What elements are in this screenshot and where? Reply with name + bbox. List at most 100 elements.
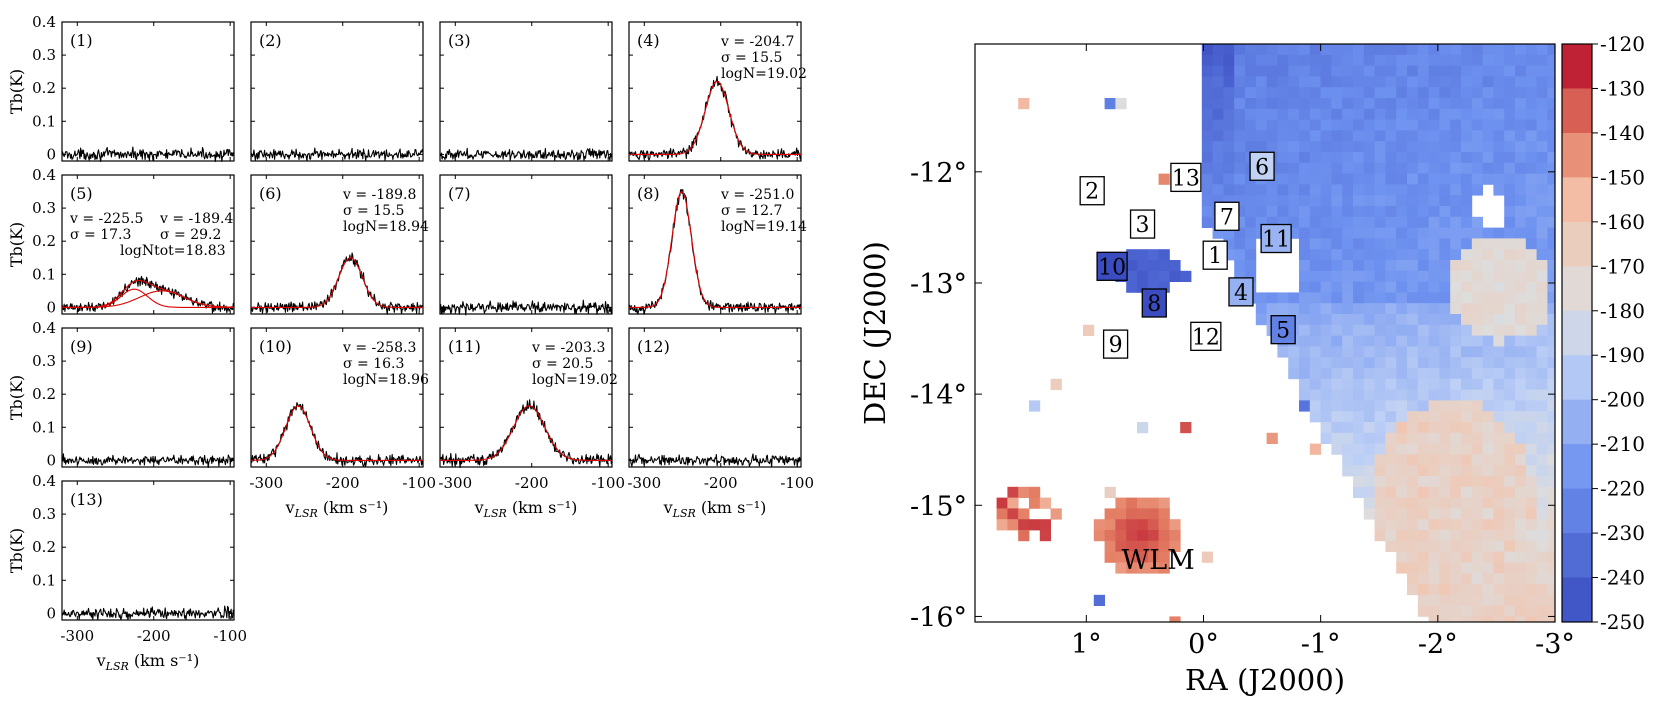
velocity-map: 1° 0° -1° -2° -3°-12°-13°-14°-15°-16° 123456… [858, 43, 1575, 697]
map-pixel [1504, 162, 1516, 174]
map-pixel [1525, 206, 1537, 218]
map-pixel [1255, 184, 1267, 196]
map-pixel [1288, 292, 1300, 304]
map-pixel [1428, 87, 1440, 99]
map-pixel [1515, 551, 1527, 563]
map-pixel [1461, 508, 1473, 520]
map-pixel [1450, 292, 1462, 304]
map-pixel [1320, 292, 1332, 304]
map-pixel [1515, 216, 1527, 228]
map-pixel [1147, 562, 1159, 574]
map-pixel [1536, 530, 1548, 542]
map-pixel [1450, 486, 1462, 498]
map-pixel [1331, 44, 1343, 56]
map-pixel [1417, 281, 1429, 293]
map-pixel [1493, 65, 1505, 77]
map-pixel [1493, 562, 1505, 574]
y-tick-label: -16° [910, 602, 967, 633]
map-pixel [1407, 130, 1419, 142]
x-tick-label: -300 [438, 474, 472, 492]
map-pixel [1309, 292, 1321, 304]
map-pixel [1299, 292, 1311, 304]
map-pixel [1482, 411, 1494, 423]
map-pixel [1309, 335, 1321, 347]
map-pixel [1374, 335, 1386, 347]
map-pixel [1450, 562, 1462, 574]
map-pixel [1353, 65, 1365, 77]
map-pixel [1396, 270, 1408, 282]
map-pixel [1407, 98, 1419, 110]
map-pixel [1396, 497, 1408, 509]
map-pixel [1093, 530, 1105, 542]
map-pixel [1439, 184, 1451, 196]
map-pixel [1482, 594, 1494, 606]
colorbar-tick-label: -190 [1600, 343, 1645, 367]
map-pixel [1288, 130, 1300, 142]
map-pixel [1374, 227, 1386, 239]
map-pixel [1374, 368, 1386, 380]
map-pixel [1504, 98, 1516, 110]
map-pixel [1471, 551, 1483, 563]
map-pixel [1439, 594, 1451, 606]
map-pixel [1525, 616, 1537, 622]
map-pixel [1493, 378, 1505, 390]
map-pixel [1266, 141, 1278, 153]
fit-annotation: v = -258.3 [342, 340, 416, 356]
map-pixel [1461, 184, 1473, 196]
map-pixel [1428, 281, 1440, 293]
map-pixel [1396, 476, 1408, 488]
map-pixel [1363, 227, 1375, 239]
map-pixel [1342, 44, 1354, 56]
map-pixel [1417, 519, 1429, 531]
map-pixel [1504, 540, 1516, 552]
map-pixel [1428, 486, 1440, 498]
map-pixel [1309, 227, 1321, 239]
map-pixel [1288, 65, 1300, 77]
map-pixel [1374, 195, 1386, 207]
map-pixel [1396, 216, 1408, 228]
map-pixel [1417, 324, 1429, 336]
map-pixel [1482, 141, 1494, 153]
map-pixel [1536, 432, 1548, 444]
map-pixel [1288, 98, 1300, 110]
map-pixel [1504, 443, 1516, 455]
map-pixel [1385, 519, 1397, 531]
region-box [1249, 151, 1275, 181]
map-pixel [1331, 292, 1343, 304]
map-pixel [1407, 281, 1419, 293]
map-pixel [1234, 130, 1246, 142]
map-pixel [1547, 195, 1555, 207]
map-pixel [1515, 303, 1527, 315]
map-pixel [1504, 281, 1516, 293]
region-box-label: 6 [1255, 155, 1269, 180]
map-pixel [1515, 76, 1527, 88]
map-pixel [1255, 206, 1267, 218]
map-pixel [1536, 216, 1548, 228]
map-pixel [1234, 65, 1246, 77]
map-pixel [1515, 605, 1527, 617]
map-pixel [1547, 324, 1555, 336]
map-pixel [1353, 378, 1365, 390]
map-pixel [1504, 519, 1516, 531]
map-pixel [1525, 65, 1537, 77]
map-pixel [1342, 454, 1354, 466]
y-axis-label: Tb(K) [7, 375, 26, 420]
map-pixel [1126, 562, 1138, 574]
map-pixel [1353, 238, 1365, 250]
map-pixel [1536, 54, 1548, 66]
map-pixel [1450, 530, 1462, 542]
map-pixel [1320, 249, 1332, 261]
map-pixel [1299, 227, 1311, 239]
panel-label: (5) [70, 184, 93, 203]
map-pixel [1255, 130, 1267, 142]
map-pixel [1504, 497, 1516, 509]
map-pixel [1363, 65, 1375, 77]
map-pixel [1525, 584, 1537, 596]
map-pixel [1363, 206, 1375, 218]
map-pixel [1158, 270, 1170, 282]
map-pixel [1363, 346, 1375, 358]
y-tick-label: -12° [910, 158, 967, 189]
map-pixel [1461, 335, 1473, 347]
map-pixel [1169, 530, 1181, 542]
map-pixel [1374, 152, 1386, 164]
